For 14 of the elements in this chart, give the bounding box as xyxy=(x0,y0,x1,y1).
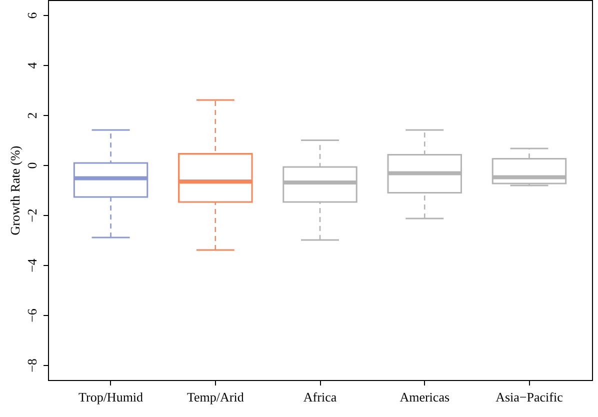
y-tick-label: −8 xyxy=(24,358,40,372)
y-tick-label: −6 xyxy=(24,308,40,322)
y-tick-label: 4 xyxy=(24,62,40,69)
y-tick-label: 0 xyxy=(24,162,40,169)
y-tick-label: −4 xyxy=(24,258,40,272)
x-tick-label: Africa xyxy=(303,390,337,404)
y-tick-label: −2 xyxy=(24,208,40,222)
x-tick-label: Trop/Humid xyxy=(78,390,144,404)
x-tick-label: Americas xyxy=(400,390,450,404)
x-tick-label: Asia−Pacific xyxy=(496,390,564,404)
y-axis-title: Growth Rate (%) xyxy=(8,146,22,236)
y-tick-label: 2 xyxy=(24,112,40,119)
x-tick-label: Temp/Arid xyxy=(186,390,244,404)
y-tick-label: 6 xyxy=(24,12,40,19)
